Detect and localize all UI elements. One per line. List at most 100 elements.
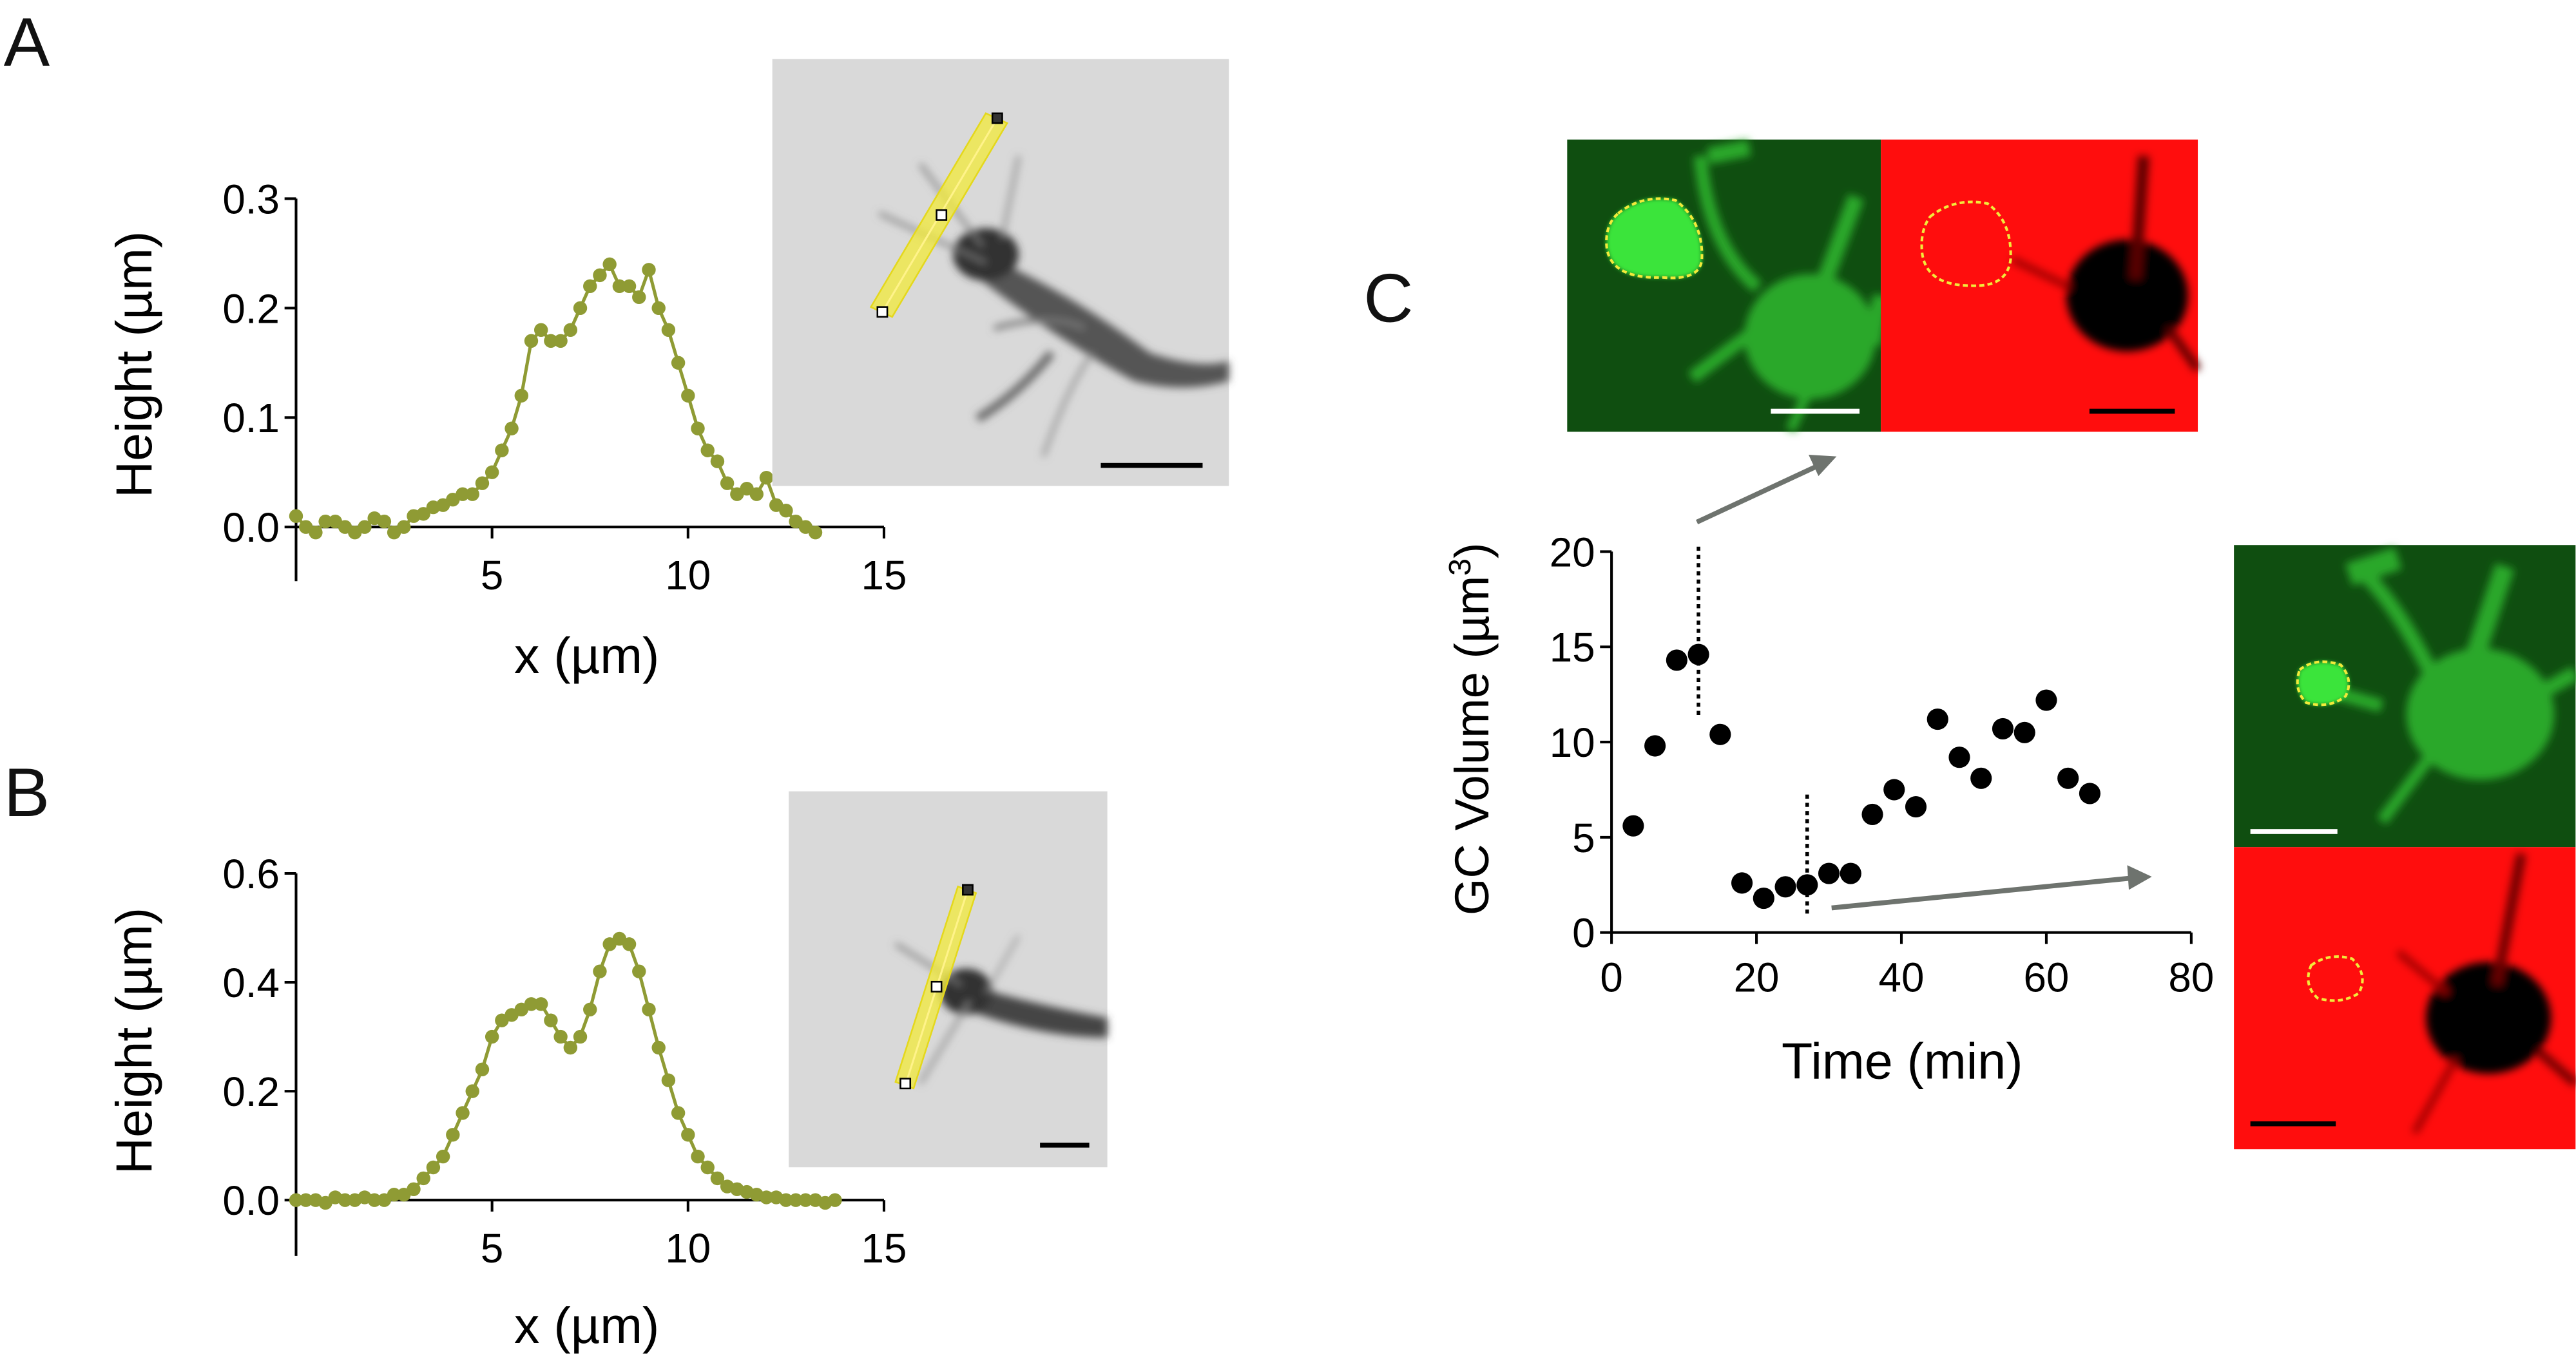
chartA-data-point	[612, 279, 627, 294]
chartB-data-point	[426, 1160, 441, 1175]
chartB-profile-line	[296, 937, 836, 1205]
chartA-data-point	[671, 356, 686, 370]
red-channel-image-top	[1881, 139, 2202, 432]
chartC-x-tick-label: 40	[1879, 955, 1925, 1001]
chartC-data-point	[1948, 747, 1970, 768]
chartA-data-point	[533, 323, 548, 338]
chartC-x-tick-label: 0	[1600, 955, 1622, 1001]
chartC-data-point	[1753, 887, 1774, 909]
chartB-data-point	[779, 1193, 793, 1207]
chartC-data-point	[2079, 783, 2100, 804]
chartA-y-tick-label: 0.3	[222, 176, 280, 222]
chartC-data-point	[1622, 815, 1644, 837]
chartB-data-point	[456, 1106, 470, 1120]
chartA-y-tick-label: 0.1	[222, 395, 280, 441]
chartA-data-point	[779, 503, 793, 518]
chartA-data-point	[720, 476, 735, 490]
chartA-data-point	[456, 487, 470, 501]
chartC-y-tick-label: 10	[1550, 719, 1595, 766]
chartA-data-point	[289, 509, 303, 523]
chartC-data-point	[1709, 723, 1731, 745]
chartB-y-tick-label: 0.6	[222, 851, 280, 897]
arrow-to-top-images	[1696, 455, 1837, 525]
chartA-data-point	[602, 257, 617, 272]
chart-c-y-axis-label-close: )	[1445, 542, 1499, 558]
red-scale-bar-right	[2250, 1121, 2336, 1127]
micrograph-a-roi-handle	[936, 209, 948, 221]
green-scale-bar-top	[1771, 408, 1860, 414]
chartA-data-point	[475, 476, 490, 490]
chartA-data-point	[681, 388, 695, 403]
micrograph-a-scale-bar	[1101, 462, 1203, 468]
chartB-data-point	[710, 1171, 725, 1186]
chartC-data-point	[1883, 779, 1905, 801]
chartC-x-tick-label: 20	[1734, 955, 1780, 1001]
chartC-data-point	[1666, 649, 1687, 671]
chartA-data-point	[358, 520, 372, 534]
gc-outline-right-red	[2307, 955, 2364, 1002]
chartC-data-point	[1774, 876, 1796, 898]
chartC-data-point	[2035, 689, 2057, 711]
chartC-data-point	[1970, 767, 1992, 789]
arrow-to-right-images	[1831, 865, 2152, 911]
chartA-data-point	[505, 421, 519, 435]
chartC-data-point	[2014, 721, 2035, 743]
chartB-data-point	[661, 1073, 676, 1087]
chartB-data-point	[533, 997, 548, 1011]
chartB-data-point	[485, 1029, 499, 1044]
chartB-x-tick-label: 15	[861, 1225, 907, 1271]
chartB-y-tick-label: 0.2	[222, 1069, 280, 1115]
chartA-data-point	[309, 525, 323, 540]
chartA-data-point	[700, 443, 715, 457]
chartA-data-point	[416, 507, 430, 521]
chartB-data-point	[289, 1193, 303, 1207]
chartA-data-point	[553, 334, 568, 348]
chart-c-y-axis-label-superscript: 3	[1443, 558, 1477, 576]
chartA-data-point	[318, 514, 332, 529]
chartC-data-point	[1927, 709, 1948, 730]
chartB-data-point	[671, 1106, 686, 1120]
chartB-data-point	[544, 1013, 558, 1027]
chartB-y-tick-label: 0.0	[222, 1177, 280, 1224]
red-scale-bar-top	[2089, 408, 2175, 414]
chartB-data-point	[759, 1190, 774, 1204]
red-channel-image-right	[2234, 847, 2576, 1150]
chartB-data-point	[407, 1182, 421, 1197]
chartB-data-point	[573, 1029, 588, 1044]
chartA-y-tick-label: 0.0	[222, 504, 280, 551]
chartA-data-point	[651, 301, 666, 316]
panel-label-c: C	[1363, 260, 1413, 337]
chartC-data-point	[1644, 735, 1666, 757]
chartA-data-point	[710, 454, 725, 468]
chartB-data-point	[789, 1193, 803, 1207]
chartB-data-point	[622, 937, 637, 951]
micrograph-a-roi-handle	[991, 112, 1003, 124]
chartC-data-point	[1796, 874, 1818, 896]
chartA-data-point	[622, 279, 637, 294]
chartB-data-point	[387, 1188, 401, 1202]
gc-outline-top-green	[1605, 197, 1704, 280]
chart-a-x-axis-label: x (µm)	[514, 627, 659, 684]
chartB-data-point	[642, 1002, 656, 1017]
chartC-data-point	[1992, 718, 2014, 739]
chart-a: Height (µm) x (µm) 0.0 0.1 0.2 0.3 5 10 15	[105, 176, 907, 684]
chartC-y-tick-label: 15	[1550, 624, 1595, 671]
gc-outline-right-green	[2296, 660, 2350, 707]
chartA-data-point	[465, 487, 479, 501]
gc-outline-top-red	[1920, 200, 2012, 287]
chartB-data-point	[691, 1149, 705, 1164]
chart-a-y-axis-label: Height (µm)	[105, 231, 162, 498]
chartC-data-point	[2057, 767, 2079, 789]
chartA-data-point	[544, 334, 558, 348]
chartA-data-point	[485, 465, 499, 479]
chartB-data-point	[524, 997, 539, 1011]
micrograph-b-roi-handle	[930, 980, 943, 993]
chart-b-y-axis-label: Height (µm)	[105, 908, 162, 1174]
chartC-data-point	[1818, 862, 1840, 884]
chartB-data-point	[700, 1160, 715, 1175]
chartB-data-point	[798, 1193, 813, 1207]
chartC-y-tick-label: 5	[1572, 815, 1595, 861]
chartC-x-tick-label: 80	[2168, 955, 2214, 1001]
chartA-data-point	[593, 268, 607, 283]
chartB-x-tick-label: 10	[665, 1225, 711, 1271]
